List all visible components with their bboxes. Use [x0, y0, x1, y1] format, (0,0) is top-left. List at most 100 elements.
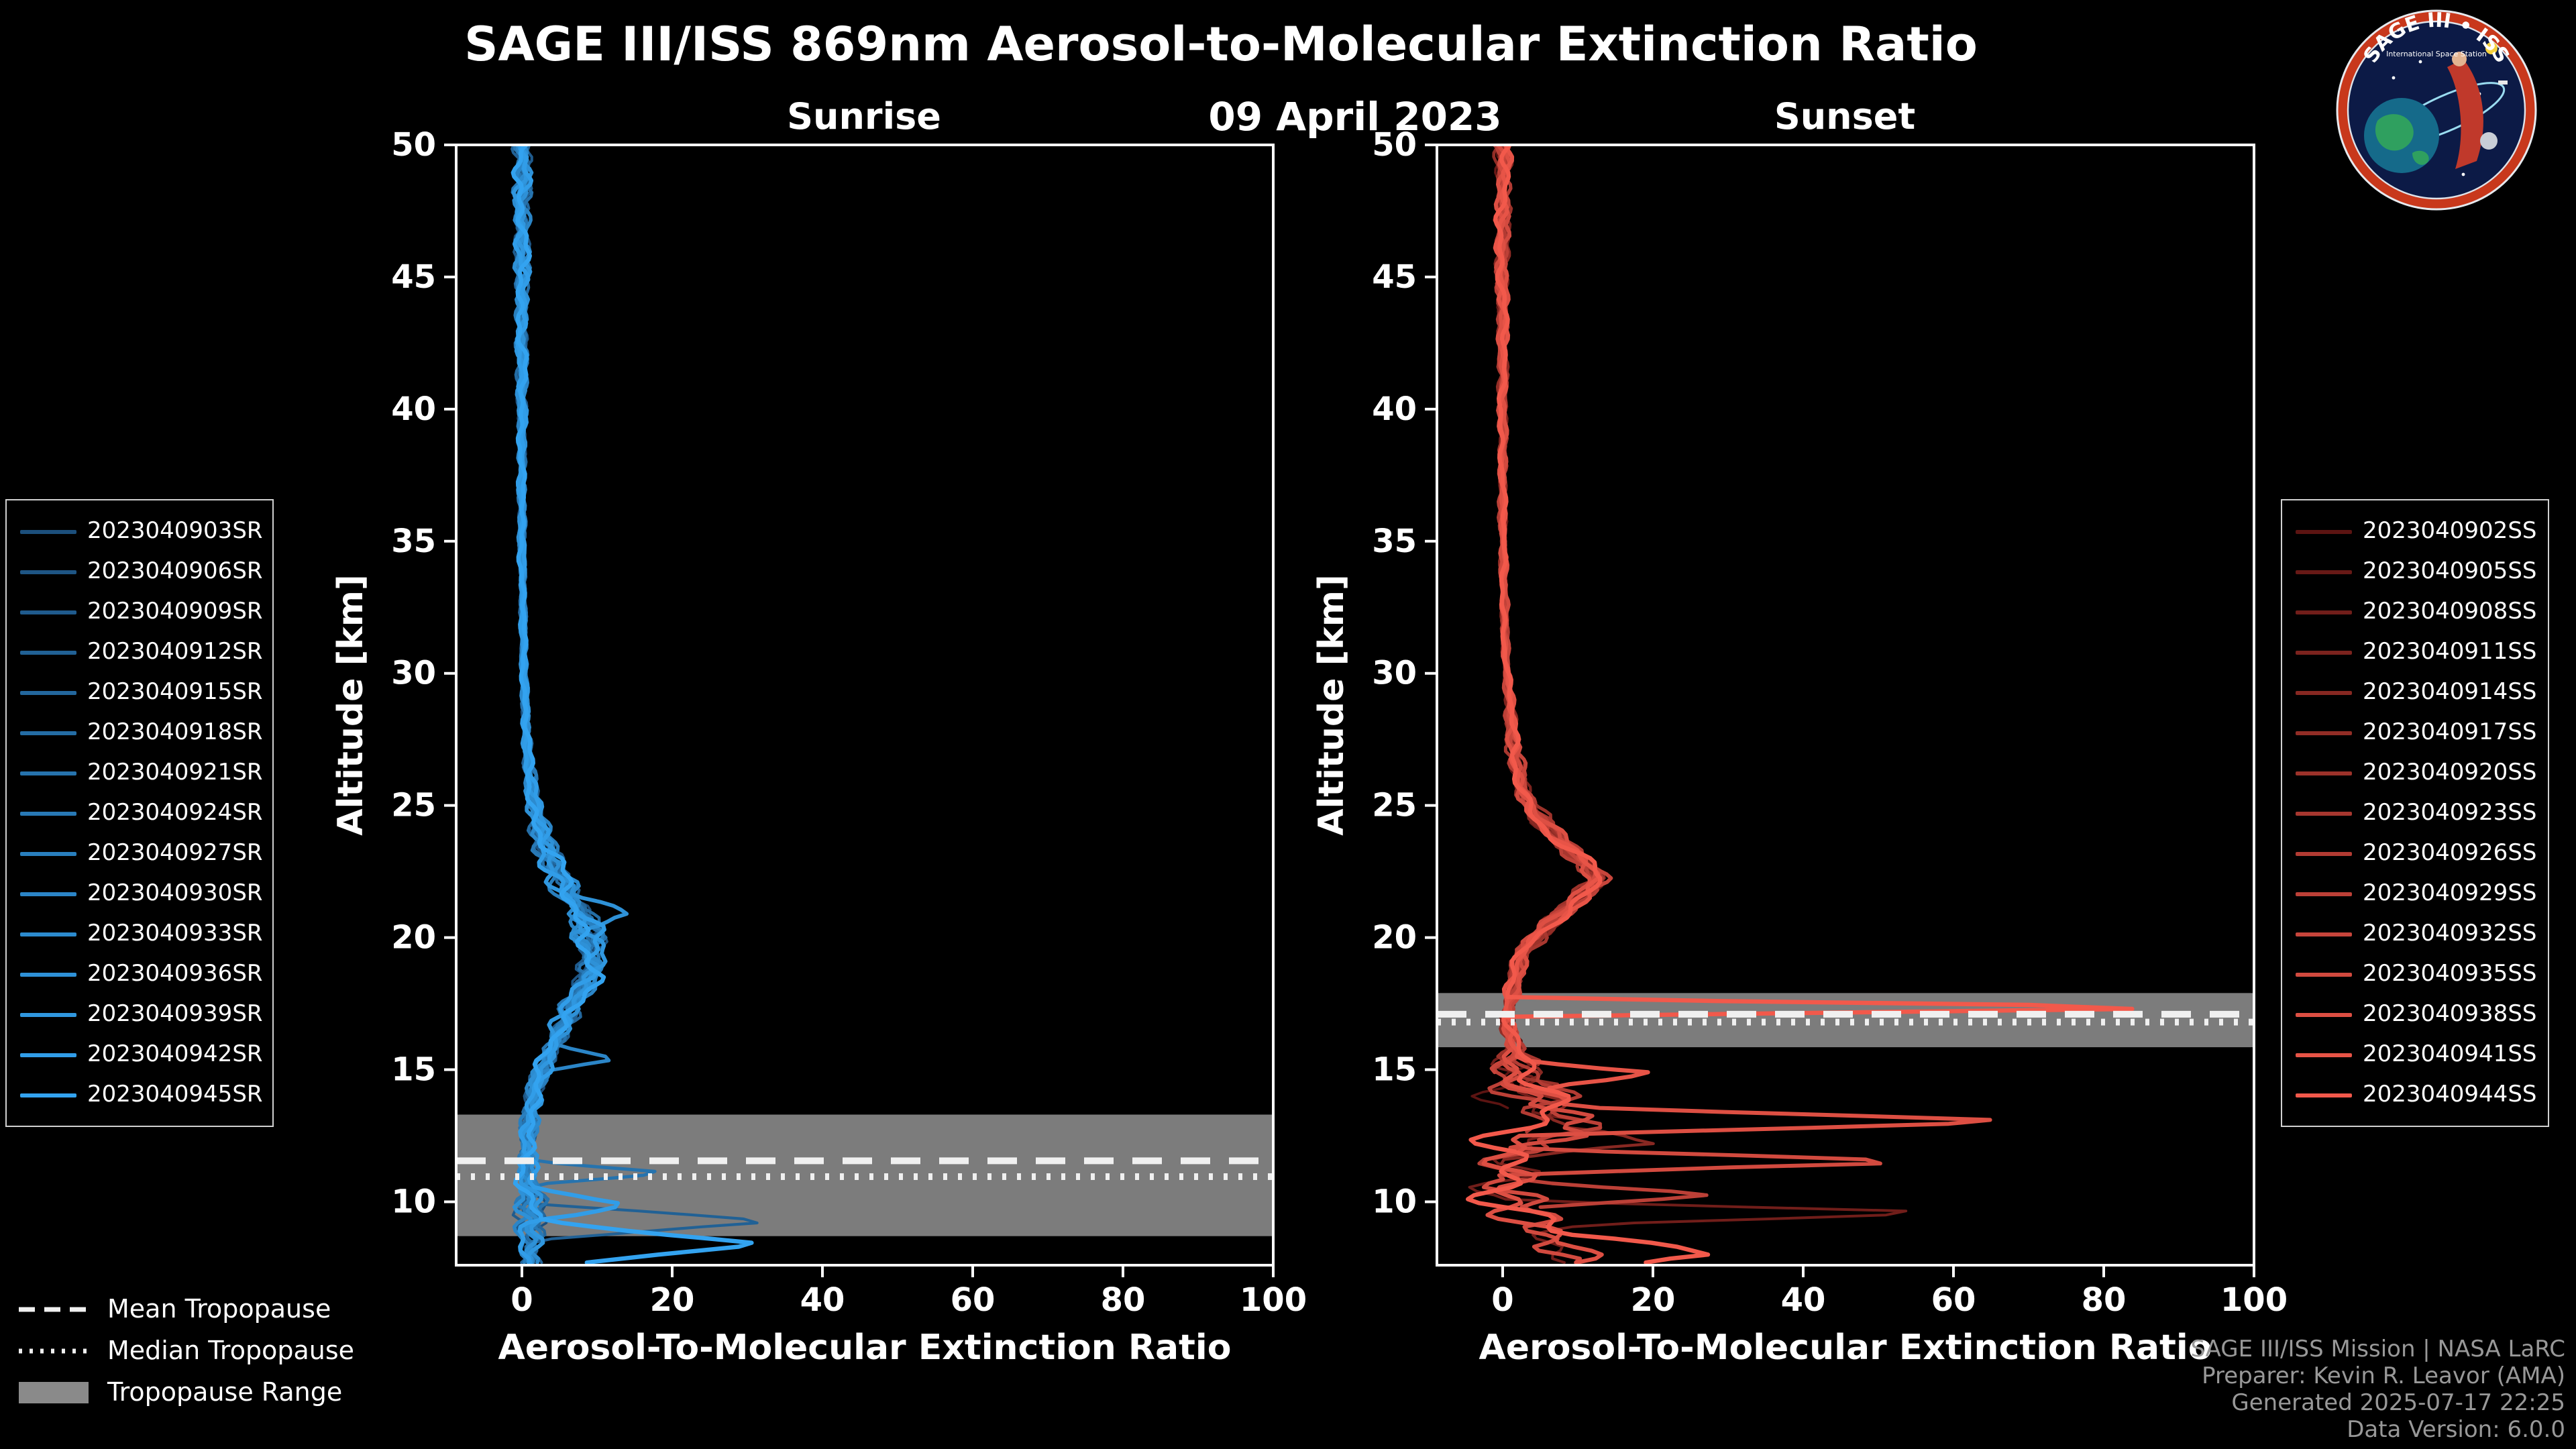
legend-label: 2023040908SS [2363, 598, 2537, 625]
x-tick-label: 60 [951, 1281, 996, 1319]
legend-line-swatch [20, 1053, 76, 1057]
legend-item: 2023040935SS [2296, 954, 2537, 994]
legend-item: 2023040939SR [20, 994, 263, 1034]
sunrise-legend: 2023040903SR 2023040906SR 2023040909SR 2023… [5, 499, 274, 1127]
y-tick-label: 10 [1372, 1183, 1417, 1220]
legend-label: 2023040939SR [87, 1001, 263, 1028]
legend-line-swatch [2296, 892, 2352, 896]
y-axis-label: Altitude [km] [331, 574, 371, 836]
legend-line-swatch [20, 1093, 76, 1097]
legend-label: 2023040926SS [2363, 840, 2537, 867]
median-tropopause-label: Median Tropopause [107, 1336, 354, 1365]
legend-line-swatch [20, 570, 76, 574]
legend-label: 2023040909SR [87, 598, 263, 625]
patch-red-ring [2337, 11, 2536, 209]
series-line [1470, 145, 1603, 1110]
legend-line-swatch [2296, 1093, 2352, 1097]
credits-preparer: Preparer: Kevin R. Leavor (AMA) [2202, 1363, 2565, 1390]
legend-item: 2023040944SS [2296, 1075, 2537, 1115]
earth-continent [2375, 114, 2414, 151]
sunset-panel-title: Sunset [1774, 97, 1916, 138]
earth-continent [2412, 150, 2429, 165]
patch-subtitle-text: International Space Station [2386, 50, 2487, 58]
legend-item: 2023040906SR [20, 551, 263, 592]
y-tick-label: 15 [391, 1051, 436, 1089]
legend-label: 2023040927SR [87, 840, 263, 867]
legend-line-swatch [2296, 690, 2352, 694]
legend-line-swatch [20, 650, 76, 654]
legend-item: 2023040923SS [2296, 793, 2537, 833]
y-tick-label: 10 [391, 1183, 436, 1220]
legend-item: 2023040926SS [2296, 833, 2537, 873]
legend-label: 2023040930SR [87, 880, 263, 907]
sunrise-plot: 0 20 40 60 80 100 10 15 20 25 30 35 40 45 50 Aerosol-To… [331, 126, 1307, 1368]
legend-line-swatch [20, 731, 76, 735]
legend-item: 2023040903SR [20, 511, 263, 551]
legend-line-swatch [20, 972, 76, 976]
legend-line-swatch [20, 811, 76, 815]
legend-item: 2023040938SS [2296, 994, 2537, 1034]
legend-label: 2023040936SR [87, 961, 263, 987]
y-tick-label: 15 [1372, 1051, 1417, 1089]
y-tick-label: 40 [1372, 390, 1417, 428]
tropopause-range-legend-item: Tropopause Range [16, 1371, 354, 1413]
space-station-icon [2498, 80, 2508, 85]
legend-item: 2023040929SS [2296, 873, 2537, 914]
legend-line-swatch [20, 690, 76, 694]
star-icon [2392, 76, 2396, 80]
y-tick-label: 30 [1372, 655, 1417, 692]
legend-item: 2023040927SR [20, 833, 263, 873]
dotted-line-swatch [19, 1348, 89, 1353]
x-tick-label: 20 [650, 1281, 695, 1319]
credits-block: SAGE III/ISS Mission | NASA LaRC Prepare… [2190, 1336, 2565, 1444]
legend-line-swatch [2296, 570, 2352, 574]
y-tick-label: 30 [391, 655, 436, 692]
legend-label: 2023040933SR [87, 920, 263, 947]
legend-line-swatch [20, 529, 76, 533]
tropopause-legend: Mean Tropopause Median Tropopause Tropop… [16, 1288, 354, 1413]
legend-label: 2023040924SR [87, 800, 263, 826]
legend-item: 2023040914SS [2296, 672, 2537, 712]
x-tick-label: 40 [1781, 1281, 1826, 1319]
figure-head [2452, 52, 2467, 66]
legend-label: 2023040902SS [2363, 518, 2537, 545]
mean-tropopause-legend-item: Mean Tropopause [16, 1288, 354, 1330]
moon-icon [2480, 132, 2498, 150]
legend-line-swatch [2296, 610, 2352, 614]
x-tick-label: 40 [800, 1281, 845, 1319]
y-tick-label: 20 [1372, 919, 1417, 957]
legend-item: 2023040915SR [20, 672, 263, 712]
mean-tropopause-label: Mean Tropopause [107, 1294, 331, 1324]
series-line [511, 145, 754, 1265]
legend-label: 2023040915SR [87, 679, 263, 706]
legend-label: 2023040944SS [2363, 1081, 2537, 1108]
patch-inner-rim [2347, 20, 2526, 200]
legend-item: 2023040920SS [2296, 753, 2537, 793]
legend-label: 2023040942SR [87, 1041, 263, 1068]
legend-label: 2023040903SR [87, 518, 263, 545]
legend-item: 2023040936SR [20, 954, 263, 994]
x-axis-label: Aerosol-To-Molecular Extinction Ratio [498, 1328, 1232, 1368]
legend-label: 2023040929SS [2363, 880, 2537, 907]
credits-data-version: Data Version: 6.0.0 [2347, 1417, 2565, 1444]
legend-label: 2023040941SS [2363, 1041, 2537, 1068]
legend-item: 2023040942SR [20, 1034, 263, 1075]
y-tick-label: 25 [1372, 787, 1417, 824]
star-icon [2461, 172, 2465, 176]
y-tick-label: 25 [391, 787, 436, 824]
legend-line-swatch [2296, 731, 2352, 735]
legend-line-swatch [20, 851, 76, 855]
legend-label: 2023040914SS [2363, 679, 2537, 706]
y-tick-label: 35 [391, 523, 436, 560]
dashed-line-swatch [19, 1306, 89, 1311]
credits-generated: Generated 2025-07-17 22:25 [2231, 1390, 2565, 1417]
legend-line-swatch [2296, 811, 2352, 815]
legend-label: 2023040906SR [87, 558, 263, 585]
legend-label: 2023040923SS [2363, 800, 2537, 826]
robed-figure [2447, 59, 2483, 169]
legend-line-swatch [2296, 650, 2352, 654]
gray-patch-swatch [19, 1381, 89, 1403]
legend-item: 2023040911SS [2296, 632, 2537, 672]
x-tick-label: 0 [1491, 1281, 1513, 1319]
x-tick-label: 0 [511, 1281, 533, 1319]
